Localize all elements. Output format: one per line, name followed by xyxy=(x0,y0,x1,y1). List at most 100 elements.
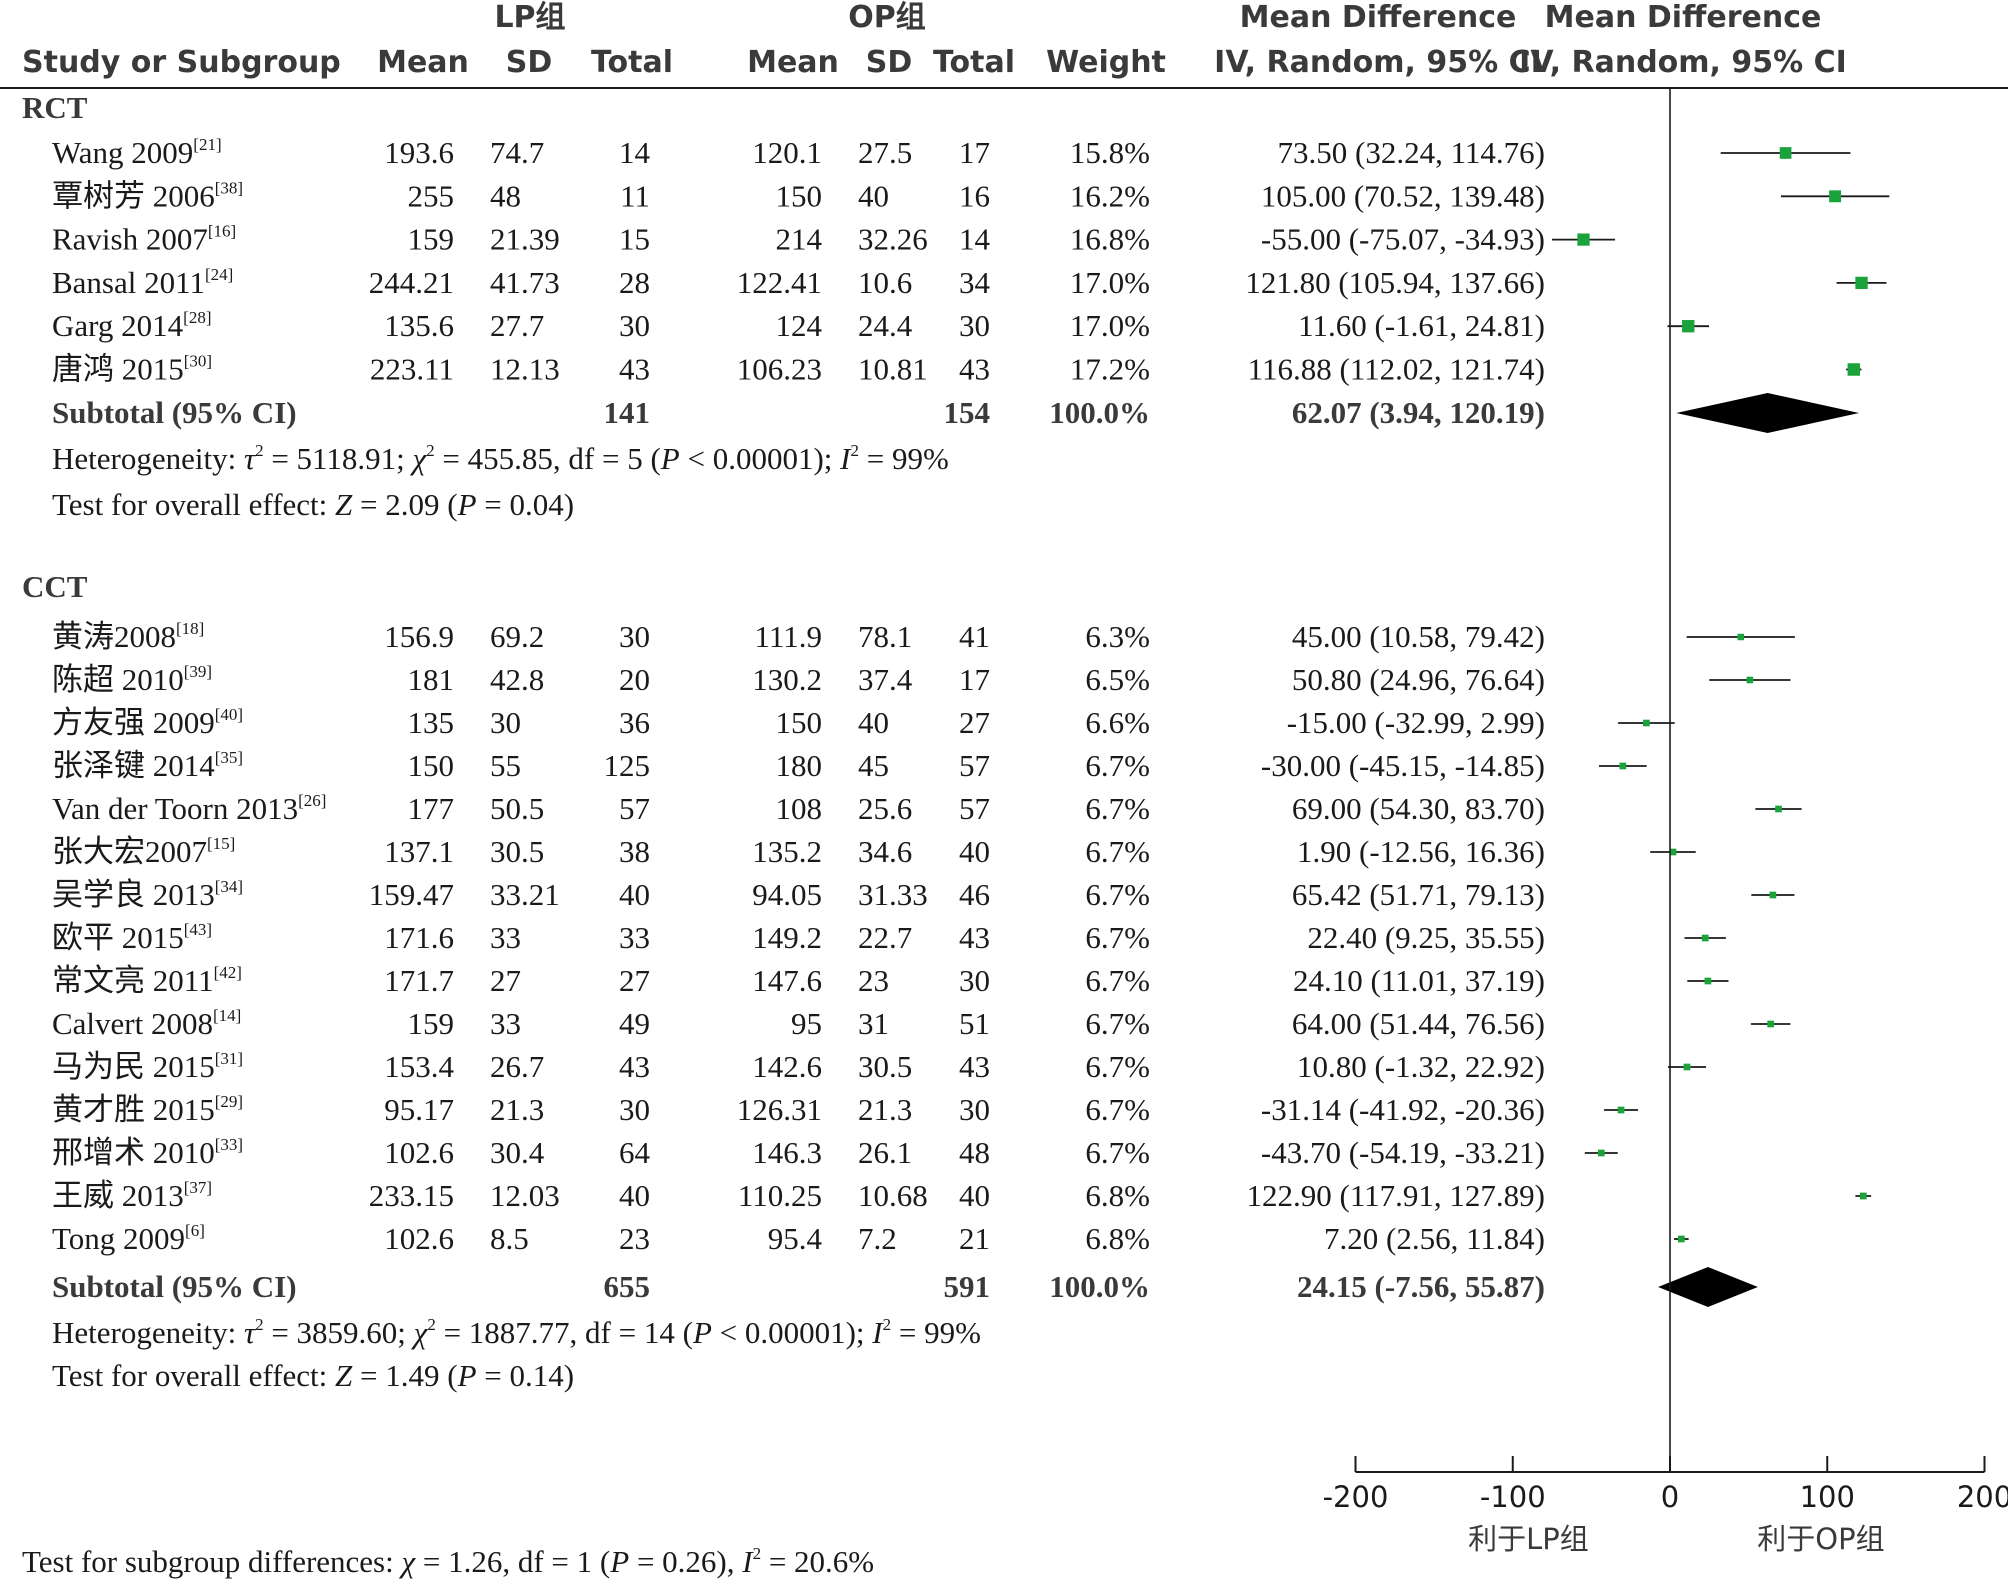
het-i-val: = 99% xyxy=(891,1315,981,1350)
weight: 6.7% xyxy=(1085,791,1150,826)
pooled-diamond xyxy=(1676,393,1859,433)
study-label: Van der Toorn 2013 xyxy=(52,791,298,826)
header-total-1: Total xyxy=(591,45,673,80)
point-estimate xyxy=(1643,719,1650,727)
study-row: 王威 2013[37] 233.15 12.03 40 110.25 10.68 40 6.8… xyxy=(52,1178,1545,1213)
study-ref: [39] xyxy=(184,662,212,681)
study-label: 张大宏2007 xyxy=(52,834,207,869)
lp-sd: 50.5 xyxy=(490,791,544,826)
weight: 6.6% xyxy=(1085,705,1150,740)
study-name: 邢增术 2010[33] xyxy=(52,1135,243,1170)
op-mean: 149.2 xyxy=(752,920,822,955)
study-name: 陈超 2010[39] xyxy=(52,662,212,697)
study-row: 黄涛2008[18] 156.9 69.2 30 111.9 78.1 41 6.3% 45.0… xyxy=(52,619,1545,654)
op-total: 21 xyxy=(959,1221,990,1256)
op-sd: 25.6 xyxy=(858,791,912,826)
weight: 6.7% xyxy=(1085,1049,1150,1084)
op-mean: 150 xyxy=(776,705,823,740)
lp-sd: 33.21 xyxy=(490,877,560,912)
study-row: 覃树芳 2006[38] 255 48 11 150 40 16 16.2% 105.00 (7… xyxy=(52,178,1545,213)
weight: 16.8% xyxy=(1070,222,1150,257)
het-p-val: < 0.00001); xyxy=(712,1315,872,1350)
weight: 16.2% xyxy=(1070,178,1150,213)
point-estimate xyxy=(1847,363,1861,376)
lp-total: 64 xyxy=(619,1135,651,1170)
het-tau-val: = 5118.91; xyxy=(264,441,413,476)
mean-difference-ci: 7.20 (2.56, 11.84) xyxy=(1324,1221,1545,1256)
subtotal-label: Subtotal (95% CI) xyxy=(52,1269,297,1304)
het-i-val: = 99% xyxy=(859,441,949,476)
op-total: 16 xyxy=(959,178,990,213)
overall-p: P xyxy=(457,1358,477,1393)
op-sd: 7.2 xyxy=(858,1221,897,1256)
subtotal-row: Subtotal (95% CI) 141 154 100.0% 62.07 (3.94… xyxy=(52,395,1545,430)
op-total: 43 xyxy=(959,352,990,387)
study-row: 欧平 2015[43] 171.6 33 33 149.2 22.7 43 6.7% 22.40… xyxy=(52,920,1545,955)
header-study: Study or Subgroup xyxy=(22,45,341,80)
point-estimate xyxy=(1701,934,1709,942)
op-total: 48 xyxy=(959,1135,990,1170)
column-headers: LP组 OP组 Mean Difference Mean Difference … xyxy=(22,0,1847,80)
lp-total: 33 xyxy=(619,920,650,955)
lp-total: 30 xyxy=(619,1092,650,1127)
weight: 6.3% xyxy=(1085,619,1150,654)
het-tau: τ xyxy=(244,441,257,476)
mean-difference-ci: 22.40 (9.25, 35.55) xyxy=(1307,920,1545,955)
op-total: 17 xyxy=(959,135,990,170)
header-group1: LP组 xyxy=(494,0,565,35)
op-total: 43 xyxy=(959,920,990,955)
point-estimate xyxy=(1617,1106,1625,1114)
weight: 6.7% xyxy=(1085,1006,1150,1041)
x-axis: -200 -100 0 100 200 利于LP组 利于OP组 xyxy=(1323,1456,2008,1556)
study-row: 陈超 2010[39] 181 42.8 20 130.2 37.4 17 6.5% 50.80… xyxy=(52,662,1545,697)
lp-sd: 30 xyxy=(490,705,521,740)
op-mean: 120.1 xyxy=(752,135,822,170)
weight: 6.8% xyxy=(1085,1221,1150,1256)
weight: 17.2% xyxy=(1070,352,1150,387)
study-ref: [29] xyxy=(215,1092,243,1111)
study-ref: [40] xyxy=(215,705,243,724)
mean-difference-ci: -31.14 (-41.92, -20.36) xyxy=(1261,1092,1545,1127)
op-sd: 32.26 xyxy=(858,222,928,257)
het-p: P xyxy=(660,441,680,476)
op-total: 43 xyxy=(959,1049,990,1084)
op-sd: 45 xyxy=(858,748,889,783)
op-sd: 10.6 xyxy=(858,265,912,300)
lp-sd: 27 xyxy=(490,963,521,998)
point-estimate xyxy=(1746,676,1754,684)
header-plot-bottom: IV, Random, 95% CI xyxy=(1519,45,1847,80)
mean-difference-ci: 121.80 (105.94, 137.66) xyxy=(1245,265,1545,300)
lp-mean: 95.17 xyxy=(384,1092,454,1127)
lp-sd: 21.3 xyxy=(490,1092,544,1127)
subgroup-i-val: = 20.6% xyxy=(761,1544,874,1579)
lp-total: 49 xyxy=(619,1006,650,1041)
mean-difference-ci: 73.50 (32.24, 114.76) xyxy=(1278,135,1546,170)
header-weight: Weight xyxy=(1046,45,1166,80)
lp-mean: 181 xyxy=(408,662,455,697)
het-label: Heterogeneity: xyxy=(52,1315,244,1350)
subtotal-lp-total: 141 xyxy=(604,395,651,430)
point-estimate xyxy=(1677,1235,1685,1243)
op-total: 30 xyxy=(959,963,990,998)
point-estimate xyxy=(1829,190,1842,203)
mean-difference-ci: -15.00 (-32.99, 2.99) xyxy=(1287,705,1545,740)
lp-sd: 21.39 xyxy=(490,222,560,257)
study-row: Wang 2009[21] 193.6 74.7 14 120.1 27.5 17 15.8%… xyxy=(52,135,1545,170)
op-sd: 40 xyxy=(858,178,889,213)
study-row: Ravish 2007[16] 159 21.39 15 214 32.26 14 16.8%… xyxy=(52,222,1545,257)
study-ref: [28] xyxy=(183,308,211,327)
overall-p-val: = 0.04) xyxy=(477,487,575,522)
axis-tick-label: -100 xyxy=(1480,1480,1546,1514)
op-sd: 34.6 xyxy=(858,834,912,869)
het-i: I xyxy=(839,441,852,476)
overall-effect: Test for overall effect: Z = 2.09 (P = 0… xyxy=(52,487,574,522)
point-estimate xyxy=(1855,276,1868,290)
lp-total: 38 xyxy=(619,834,650,869)
overall-z-val: = 1.49 ( xyxy=(352,1358,457,1393)
lp-mean: 159 xyxy=(408,222,455,257)
study-label: 邢增术 2010 xyxy=(52,1135,215,1170)
study-label: Ravish 2007 xyxy=(52,222,208,257)
lp-total: 40 xyxy=(619,1178,650,1213)
overall-z: Z xyxy=(335,1358,353,1393)
op-sd: 26.1 xyxy=(858,1135,912,1170)
